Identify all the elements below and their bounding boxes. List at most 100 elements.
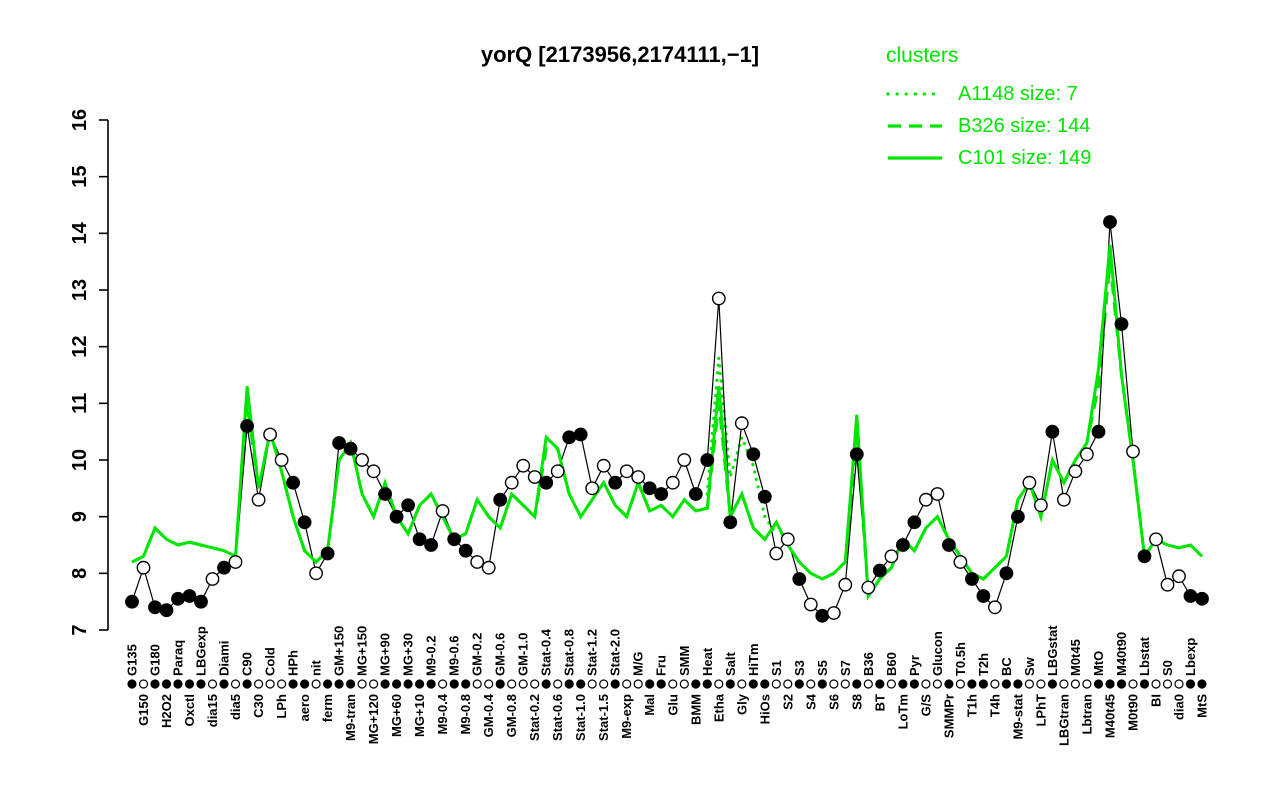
gene-point (286, 475, 300, 490)
x-tick-label: Stat-1.5 (596, 694, 611, 741)
x-tick-label: Glu (665, 694, 680, 716)
gene-point (815, 608, 830, 623)
gene-point (159, 603, 174, 618)
dashed-line-icon (888, 124, 942, 128)
x-axis-symbol (967, 679, 977, 689)
x-axis-symbol (311, 679, 321, 689)
x-tick-label: M0t90 (1126, 694, 1141, 731)
x-axis-symbol (265, 679, 275, 689)
gene-point (366, 464, 381, 479)
x-tick-label: Glucon (930, 631, 945, 676)
x-axis-symbol (909, 679, 920, 689)
x-tick-label: C90 (240, 652, 255, 676)
x-tick-label: dia15 (205, 694, 220, 727)
x-axis-symbol (564, 679, 574, 689)
chart-legend: clusters A1148 size: 7 B326 size: 144 C1… (886, 44, 1091, 174)
x-axis-symbol (1047, 679, 1058, 689)
x-tick-label: M/G (631, 651, 646, 676)
x-tick-label: Heat (700, 647, 715, 676)
x-axis-symbol (380, 679, 390, 689)
gene-point (988, 600, 1002, 615)
x-tick-label: Paraq (171, 640, 186, 676)
x-tick-label: S0 (1160, 660, 1175, 676)
x-axis-symbol (622, 679, 632, 689)
x-axis-symbol (737, 679, 747, 689)
x-axis-symbol (610, 679, 620, 689)
gene-point (1011, 509, 1025, 524)
x-tick-label: MG+60 (389, 694, 404, 737)
x-axis-symbol (668, 679, 678, 689)
gene-point (251, 492, 266, 507)
x-axis-symbol (599, 679, 609, 689)
x-tick-label: MG+150 (355, 626, 370, 676)
x-axis-symbol (173, 679, 183, 689)
x-tick-label: Stat-1.0 (573, 694, 588, 741)
x-axis-symbol (1013, 679, 1023, 689)
x-axis-symbol (403, 679, 413, 689)
x-axis-symbol (1128, 679, 1138, 689)
gene-point (1057, 492, 1071, 507)
x-tick-label: Diami (217, 641, 232, 676)
x-axis-symbol (587, 679, 597, 689)
x-axis-symbol (288, 679, 298, 689)
x-axis-symbol (254, 679, 264, 689)
x-axis-symbol (817, 679, 827, 689)
x-axis-symbol (507, 679, 517, 689)
x-tick-label: Stat-0.2 (527, 694, 542, 741)
gene-point (930, 487, 945, 501)
x-tick-label: Lbexp (1183, 638, 1198, 676)
y-tick-label: 13 (69, 279, 91, 301)
x-axis-symbol (1093, 679, 1104, 689)
x-axis-symbol (461, 679, 471, 689)
legend-label: B326 size: 144 (958, 114, 1091, 137)
gene-point (527, 470, 542, 484)
x-tick-label: Gly (734, 693, 749, 715)
x-axis-symbol (219, 679, 229, 689)
gene-point (734, 416, 749, 431)
x-tick-label: GM-0.6 (493, 633, 508, 676)
x-axis-symbol (783, 679, 793, 689)
x-axis-symbol (921, 679, 931, 689)
gene-point (516, 458, 531, 473)
y-tick-label: 10 (69, 449, 91, 471)
x-tick-label: B36 (861, 652, 876, 676)
gene-point (746, 447, 761, 462)
gene-point (723, 515, 738, 530)
x-tick-label: HiTm (746, 644, 761, 677)
x-tick-label: Lbstat (1137, 636, 1152, 676)
gene-point (539, 475, 554, 490)
gene-point (1114, 317, 1129, 331)
x-tick-label: H2O2 (159, 694, 174, 728)
x-axis-symbol (725, 679, 735, 689)
gene-point (631, 470, 646, 484)
x-axis-symbol (1036, 679, 1046, 689)
gene-point (401, 498, 415, 513)
x-axis-symbol (541, 679, 551, 689)
x-tick-label: G180 (148, 644, 163, 676)
x-axis-symbol (840, 679, 850, 689)
x-tick-label: LPh (274, 694, 289, 719)
x-axis-symbol (518, 679, 528, 689)
gene-point (562, 430, 577, 445)
gene-point (942, 538, 956, 552)
y-tick-label: 15 (69, 166, 91, 188)
gene-point (769, 546, 784, 561)
x-tick-label: GM-0.2 (470, 633, 485, 676)
gene-point (919, 492, 933, 507)
y-tick-label: 12 (69, 336, 91, 358)
x-tick-label: M40t45 (1103, 694, 1118, 738)
x-axis-symbol (334, 679, 344, 689)
x-axis-symbol (1116, 679, 1127, 689)
x-tick-label: S6 (826, 694, 841, 710)
gene-point (665, 475, 680, 490)
gene-point (1126, 444, 1140, 459)
x-axis-symbol (472, 679, 482, 689)
x-tick-label: Salt (723, 651, 738, 676)
x-axis-symbol (323, 679, 333, 689)
x-tick-label: S8 (849, 694, 864, 710)
legend-item-c101: C101 size: 149 (886, 142, 1091, 174)
gene-point (976, 589, 991, 603)
x-tick-label: T1h (964, 694, 979, 717)
